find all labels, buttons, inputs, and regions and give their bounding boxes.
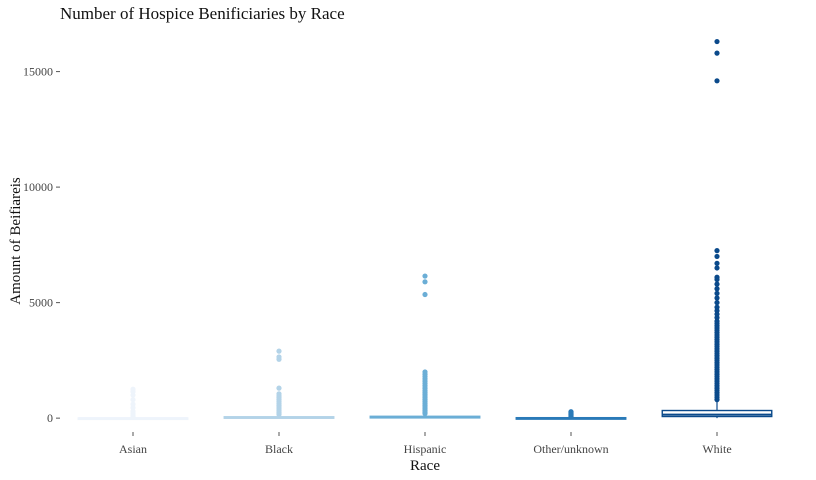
x-tick-label: Other/unknown [533,442,608,456]
outlier-point [714,290,720,296]
outlier-point [714,260,720,266]
y-tick-label: 15000 [23,65,53,79]
outlier-point [714,265,720,271]
outlier-point [422,273,428,279]
outlier-point [714,78,720,84]
outlier-point [276,354,282,360]
y-axis: 0 5000 10000 15000 [23,65,60,425]
box-black [223,348,335,419]
outlier-point [130,401,136,407]
outlier-point [276,385,282,391]
outlier-point [130,386,136,392]
y-tick-label: 0 [47,411,53,425]
x-tick-label: Asian [119,442,147,456]
x-tick-label: White [702,442,731,456]
x-axis: Asian Black Hispanic Other/unknown White [119,432,732,456]
outlier-point [714,253,720,260]
y-tick-label: 5000 [29,296,53,310]
box-white [661,38,773,419]
outlier-point [714,38,720,45]
box-asian [77,386,189,421]
outlier-point [714,50,720,56]
y-tick-label: 10000 [23,180,53,194]
chart-title: Number of Hospice Benificiaries by Race [60,4,345,23]
outlier-point [130,397,136,403]
y-axis-title: Amount of Beifiareis [8,177,24,305]
outlier-point [714,248,720,254]
outlier-point [714,300,720,306]
outlier-point [276,348,282,354]
box-iqr [661,409,773,418]
outlier-point [714,304,720,310]
box-hispanic [369,273,481,419]
outlier-point [422,279,428,285]
outlier-point [276,391,282,397]
outlier-point [422,291,428,298]
x-axis-title: Race [410,458,440,474]
outlier-point [568,409,574,415]
outlier-point [714,295,720,301]
outlier-point [422,369,428,375]
x-tick-label: Black [265,442,293,456]
outlier-point [714,281,720,287]
plot-area [77,38,773,421]
x-tick-label: Hispanic [404,442,447,456]
outlier-point [714,286,720,292]
outlier-point [714,274,720,280]
box-other-unknown [515,409,627,420]
